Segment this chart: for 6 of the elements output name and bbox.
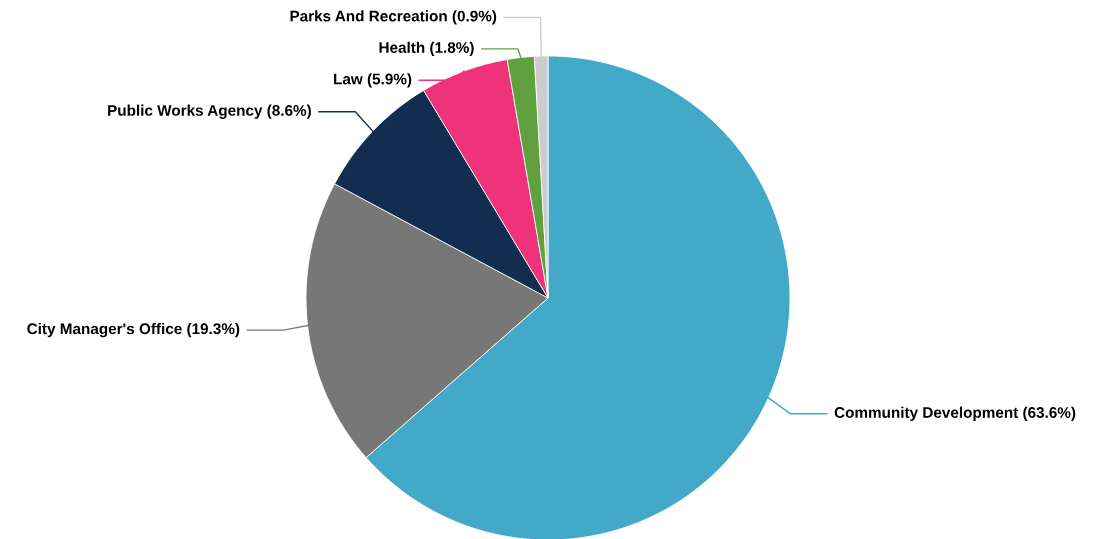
slice-label: Parks And Recreation (0.9%) [290,10,497,25]
slice-label: City Manager's Office (19.3%) [27,322,240,338]
slice-label: Community Development (63.6%) [834,406,1076,421]
slice-label: Law (5.9%) [334,73,412,88]
slice-label: Public Works Agency (8.6%) [108,104,311,119]
slice-label: Health (1.8%) [379,41,474,56]
